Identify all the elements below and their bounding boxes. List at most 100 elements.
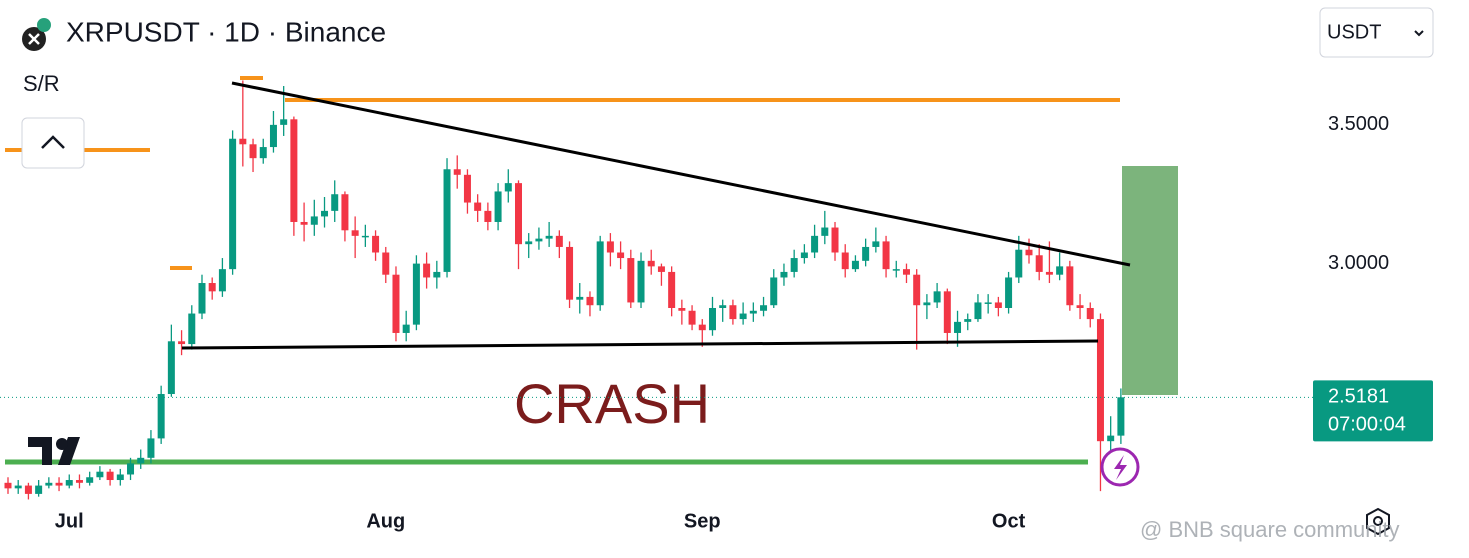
x-tick-label: Jul [55,510,84,532]
candle-body [1035,255,1043,272]
candle-body [811,235,819,253]
candle-body [402,324,410,333]
candle-body [504,183,512,192]
candle-body [106,471,114,481]
candle-body [729,305,737,320]
candle-body [188,313,196,345]
candle-body [576,296,584,300]
candle-body [1056,266,1064,275]
candle-body [892,269,900,271]
candle-body [35,485,43,494]
candle-body [4,482,12,489]
candle-body [627,258,635,303]
candle-body [433,271,441,278]
candle-body [167,341,175,395]
last-price-label: 2.5181 [1328,386,1389,408]
collapse-button[interactable] [21,117,85,169]
candle-body [606,241,614,253]
candle-body [137,457,145,464]
indicator-label: S/R [23,71,60,96]
watermark: @ BNB square community [1140,517,1400,542]
candle-body [208,283,216,292]
candle-body [923,302,931,306]
candle-body [831,227,839,253]
settings-icon-center [1373,516,1383,526]
candle-body [382,252,390,275]
candle-body [157,394,165,439]
candle-body [86,477,94,483]
candle-body [75,480,83,483]
last-price-tag [1313,380,1433,442]
trend-line [231,81,1131,267]
chart-title: XRPUSDT · 1D · Binance [66,16,386,47]
candle-body [494,191,502,222]
x-tick-label: Aug [366,510,405,532]
candle-body [443,169,451,272]
candle-body [1015,249,1023,278]
candle-body [902,269,910,275]
candle-body [45,482,53,486]
tv-logo-dot [56,438,68,450]
candle-body [361,235,369,238]
candle-body [1086,307,1094,320]
target-box [1122,166,1178,395]
candle-body [321,210,329,217]
candle-body [862,246,870,261]
candle-body [780,271,788,278]
candle-body [423,263,431,278]
candle-body [964,319,972,322]
candle-body [719,305,727,308]
candle-body [566,246,574,300]
y-tick-label: 3.5000 [1328,113,1389,135]
candle-body [1076,305,1084,308]
candle-body [239,138,247,145]
candle-body [974,302,982,320]
candle-body [310,216,318,225]
candle-body [1107,435,1115,442]
candle-body [698,324,706,331]
candle-body [372,235,380,253]
settings-icon[interactable] [1366,507,1390,536]
candle-body [392,274,400,333]
candle-body [841,252,849,270]
candle-body [249,144,257,159]
candle-body [290,119,298,222]
candle-body [851,260,859,270]
annotation: CRASH [514,372,710,435]
candle-body [1117,397,1125,436]
candle-body [760,305,768,311]
candle-body [708,307,716,331]
candle-body [749,310,757,314]
y-tick-label: 3.0000 [1328,252,1389,274]
candle-body [668,271,676,308]
candle-body [882,241,890,270]
candle-body [351,230,359,236]
candle-body [280,119,288,125]
candle-body [229,138,237,270]
candle-body [800,252,808,259]
candle-body [331,194,339,211]
candle-body [55,482,63,486]
candle-body [525,241,533,245]
candle-body [984,302,992,304]
candle-body [770,277,778,306]
symbol-icon-x [28,33,40,45]
candle-body [1066,266,1074,306]
candle-body [484,210,492,222]
candle-body [463,174,471,203]
dropdown-arrow [1414,30,1424,37]
candle-body [1096,319,1104,442]
candle-body [453,169,461,175]
candle-body [1025,249,1033,256]
countdown: 07:00:04 [1328,414,1406,436]
candle-body [474,202,482,211]
candle-body [555,235,563,247]
candle-body [647,260,655,267]
candle-body [954,321,962,333]
candle-body [412,263,420,325]
currency-select[interactable] [1319,7,1434,58]
candle-body [586,296,594,306]
candle-body [637,260,645,303]
candle-body [994,302,1002,308]
